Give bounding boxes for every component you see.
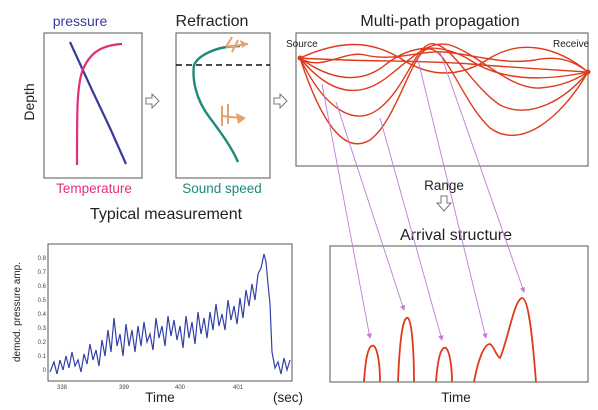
multipath-title: Multi-path propagation xyxy=(360,13,519,30)
ray-path xyxy=(299,48,589,145)
xtick-label: 399 xyxy=(119,385,130,391)
refraction-title: Refraction xyxy=(176,13,249,30)
ray-path xyxy=(299,57,589,73)
connector-arrow xyxy=(439,51,526,293)
ytick-label: 0.6 xyxy=(38,284,47,290)
arrival-pulse xyxy=(473,297,537,383)
flow-arrow-icon xyxy=(145,92,160,110)
temperature-label: Temperature xyxy=(56,181,132,196)
arrival-panel-frame xyxy=(329,245,589,383)
ytick-label: 0.7 xyxy=(38,270,47,276)
receiver-label: Receive xyxy=(553,39,590,50)
ytick-label: 0.4 xyxy=(38,312,47,318)
time-axis-label-left: Time xyxy=(145,390,175,405)
depth-label: Depth xyxy=(21,83,37,120)
refraction-arrow-lower-icon xyxy=(221,104,246,126)
connector-arrow xyxy=(379,117,444,341)
ray-path xyxy=(299,43,589,74)
temperature-curve xyxy=(75,42,123,166)
time-axis-label-right: Time xyxy=(441,390,471,405)
profile-panel-frame xyxy=(43,32,143,179)
ray-path xyxy=(299,51,589,73)
sec-unit-label: (sec) xyxy=(273,390,303,405)
typical-measurement-title: Typical measurement xyxy=(90,206,243,223)
measurement-trace xyxy=(49,253,291,375)
sound-speed-curve xyxy=(192,44,241,163)
multipath-panel-frame xyxy=(295,32,589,167)
connector-arrow xyxy=(417,59,488,339)
ray-path xyxy=(299,43,589,92)
source-label: Source xyxy=(286,39,318,50)
measurement-yticks: 0.8 0.7 0.6 0.5 0.4 0.3 0.2 0.1 0 xyxy=(38,256,47,374)
xtick-label: 400 xyxy=(175,385,186,391)
ytick-label: 0 xyxy=(43,368,47,374)
xtick-label: 401 xyxy=(233,385,244,391)
connector-arrow xyxy=(321,83,372,339)
ray-path xyxy=(299,43,589,117)
receiver-marker xyxy=(585,69,591,75)
arrival-structure-title: Arrival structure xyxy=(400,227,512,244)
ytick-label: 0.1 xyxy=(38,354,47,360)
ray-path xyxy=(299,47,589,79)
xtick-label: 338 xyxy=(57,385,68,391)
ytick-label: 0.5 xyxy=(38,298,47,304)
refraction-panel-frame xyxy=(175,32,271,179)
pressure-label: pressure xyxy=(53,13,108,29)
ytick-label: 0.8 xyxy=(38,256,47,262)
source-marker xyxy=(297,55,303,61)
arrival-pulse xyxy=(363,344,381,383)
refraction-arrow-upper-icon xyxy=(225,36,249,53)
pressure-curve xyxy=(69,41,128,165)
arrival-pulse xyxy=(397,317,415,383)
range-arrow-icon xyxy=(435,195,453,212)
sound-speed-label: Sound speed xyxy=(182,181,262,196)
arrival-pulse xyxy=(435,346,453,383)
range-label: Range xyxy=(424,178,464,193)
measurement-plot-frame xyxy=(47,243,293,382)
arrival-connectors xyxy=(321,51,526,341)
measurement-yaxis-label: demod. pressure amp. xyxy=(12,262,23,362)
ytick-label: 0.2 xyxy=(38,340,47,346)
ray-paths xyxy=(299,43,589,145)
measurement-xticks: 338 399 400 401 xyxy=(57,385,244,391)
arrival-pulses xyxy=(363,297,537,383)
flow-arrow-icon xyxy=(273,92,288,110)
ytick-label: 0.3 xyxy=(38,326,47,332)
connector-arrow xyxy=(335,101,406,311)
